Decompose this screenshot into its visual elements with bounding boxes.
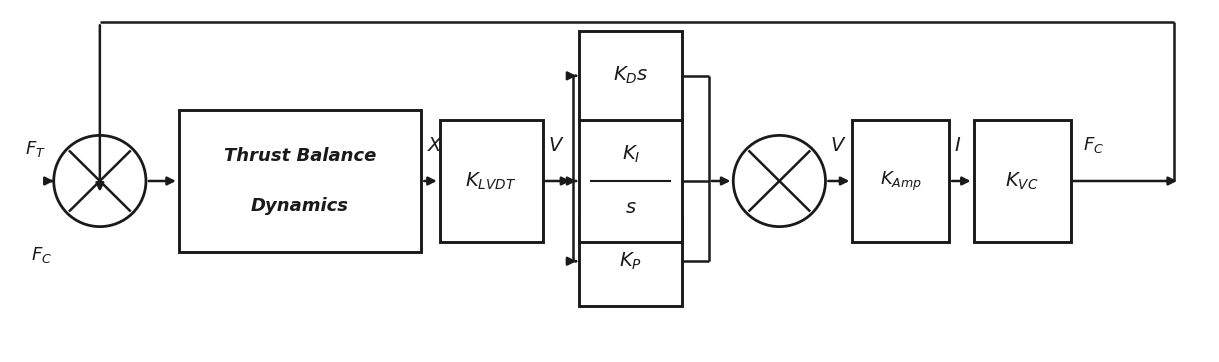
Text: $K_{Amp}$: $K_{Amp}$ [880, 169, 922, 193]
Bar [579, 31, 683, 121]
Bar [179, 110, 422, 252]
Text: $V$: $V$ [547, 136, 564, 155]
Bar [852, 121, 950, 241]
Text: $I$: $I$ [954, 136, 962, 155]
Bar [579, 121, 683, 241]
Text: Thrust Balance: Thrust Balance [224, 147, 377, 165]
Text: $K_I$: $K_I$ [622, 144, 640, 165]
Text: $s$: $s$ [625, 198, 636, 217]
Text: $K_{VC}$: $K_{VC}$ [1006, 171, 1039, 191]
Text: $V$: $V$ [830, 136, 847, 155]
Text: $F_C$: $F_C$ [1082, 135, 1104, 155]
Text: $X$: $X$ [428, 136, 444, 155]
Bar [974, 121, 1070, 241]
Text: $F_C$: $F_C$ [30, 245, 52, 265]
Text: $F_T$: $F_T$ [24, 139, 45, 159]
Text: $K_{LVDT}$: $K_{LVDT}$ [466, 171, 517, 191]
Text: $K_Ds$: $K_Ds$ [613, 65, 649, 87]
Bar [579, 216, 683, 306]
Bar [440, 121, 542, 241]
Text: Dynamics: Dynamics [251, 197, 349, 215]
Text: $K_P$: $K_P$ [619, 251, 642, 272]
